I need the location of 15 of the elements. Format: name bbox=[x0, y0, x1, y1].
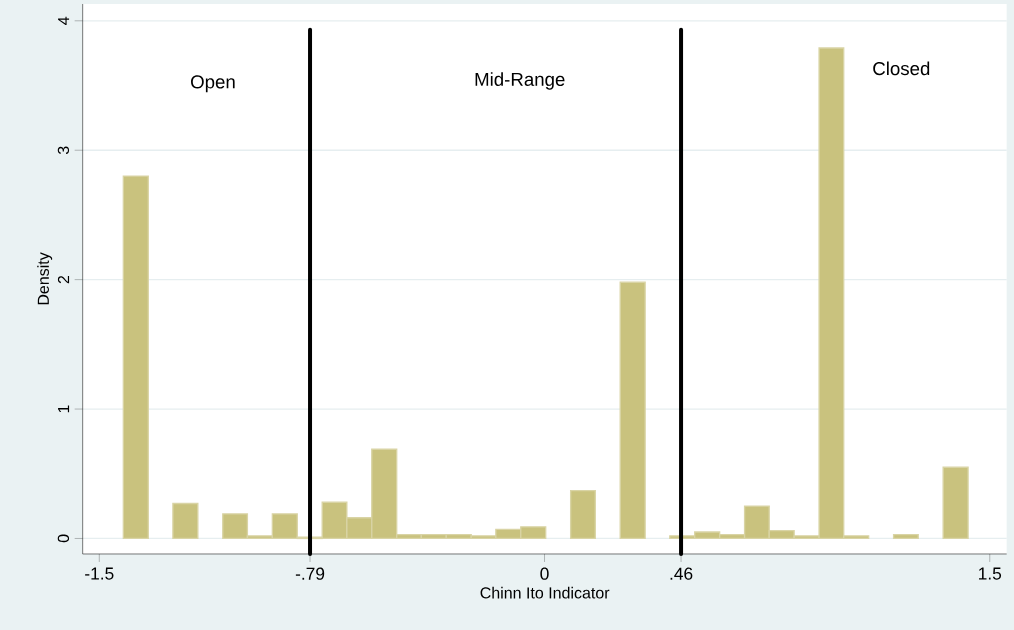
x-tick-label: -.79 bbox=[295, 567, 325, 580]
y-tick-label: 2 bbox=[57, 275, 70, 284]
x-tick-label: 1.5 bbox=[979, 567, 1002, 580]
y-axis-title: Density bbox=[37, 252, 53, 305]
y-tick-label: 0 bbox=[57, 534, 70, 543]
y-tick-label: 1 bbox=[58, 405, 70, 413]
x-tick-label: -1.5 bbox=[85, 567, 114, 580]
annotation: Closed bbox=[873, 61, 930, 76]
x-axis-title: Chinn Ito Indicator bbox=[480, 586, 610, 599]
annotation: Open bbox=[191, 75, 235, 93]
y-tick-label: 3 bbox=[57, 146, 70, 155]
x-tick-label: .46 bbox=[670, 567, 693, 580]
annotation: Mid-Range bbox=[475, 72, 565, 90]
y-tick-label: 4 bbox=[58, 16, 70, 25]
x-tick-label: 0 bbox=[540, 567, 549, 580]
